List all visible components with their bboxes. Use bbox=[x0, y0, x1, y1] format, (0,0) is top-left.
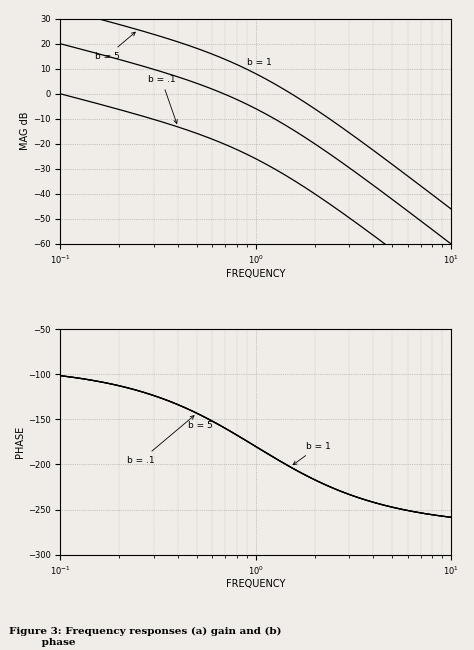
Text: b = 5: b = 5 bbox=[188, 421, 213, 430]
X-axis label: FREQUENCY: FREQUENCY bbox=[226, 268, 285, 279]
Y-axis label: PHASE: PHASE bbox=[15, 426, 25, 458]
Text: Figure 3: Frequency responses (a) gain and (b)
         phase: Figure 3: Frequency responses (a) gain a… bbox=[9, 627, 282, 647]
Y-axis label: MAG dB: MAG dB bbox=[20, 112, 30, 150]
Text: b = .1: b = .1 bbox=[127, 415, 194, 465]
Text: b = 1: b = 1 bbox=[293, 442, 330, 465]
Text: b = .1: b = .1 bbox=[148, 75, 177, 124]
Text: b = 5: b = 5 bbox=[95, 32, 135, 60]
X-axis label: FREQUENCY: FREQUENCY bbox=[226, 580, 285, 590]
Text: b = 1: b = 1 bbox=[247, 58, 272, 67]
